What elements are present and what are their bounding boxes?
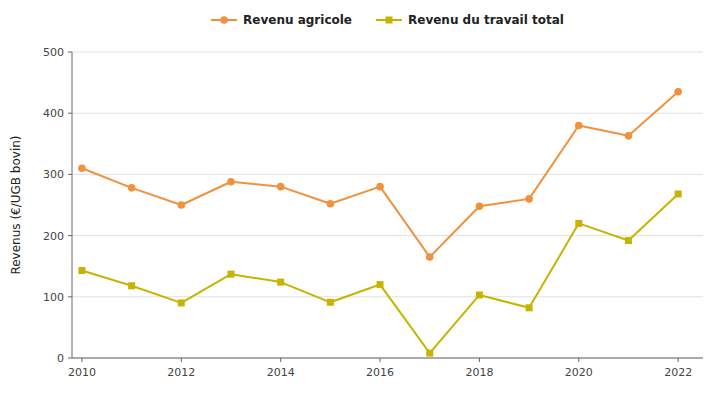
- line: [82, 194, 678, 353]
- tick-label: 2020: [565, 366, 593, 379]
- legend-marker: [386, 17, 393, 24]
- tick-label: 100: [43, 291, 64, 304]
- tick-mark: [479, 358, 480, 362]
- point: [277, 279, 284, 286]
- tick-mark: [280, 358, 281, 362]
- tick-label: 2016: [366, 366, 394, 379]
- axis-label: Revenus (€/UGB bovin): [9, 135, 23, 274]
- point: [78, 267, 85, 274]
- series: [78, 190, 681, 356]
- series: [78, 88, 682, 261]
- chart: 0 100 200 300 400 500 2010 2012 2014 2016 2018 2020…: [0, 0, 725, 400]
- plot-area: [78, 88, 682, 357]
- tick-label: 2012: [167, 366, 195, 379]
- point: [377, 281, 384, 288]
- tick-label: 2022: [664, 366, 692, 379]
- point: [376, 183, 384, 191]
- point: [476, 291, 483, 298]
- point: [178, 299, 185, 306]
- grid-line: [72, 358, 703, 359]
- point: [277, 183, 285, 191]
- point: [426, 350, 433, 357]
- tick-label: 0: [57, 352, 64, 365]
- point: [625, 237, 632, 244]
- tick-mark: [68, 52, 72, 53]
- tick-label: 2014: [267, 366, 295, 379]
- point: [625, 132, 633, 140]
- point: [575, 220, 582, 227]
- tick-mark: [81, 358, 82, 362]
- legend-item: Revenu agricole: [211, 13, 352, 27]
- x-axis-line: [72, 358, 703, 359]
- point: [327, 200, 335, 208]
- tick-label: 500: [43, 46, 64, 59]
- legend-label: Revenu agricole: [243, 13, 352, 27]
- point: [78, 164, 86, 172]
- point: [128, 282, 135, 289]
- tick-mark: [678, 358, 679, 362]
- legend-item: Revenu du travail total: [376, 13, 564, 27]
- tick-label: 400: [43, 107, 64, 120]
- point: [178, 201, 186, 209]
- grid-line: [72, 235, 703, 236]
- legend-label: Revenu du travail total: [408, 13, 564, 27]
- tick-mark: [68, 174, 72, 175]
- grid-line: [72, 52, 703, 53]
- legend-marker: [220, 16, 228, 24]
- point: [227, 178, 235, 186]
- grid: [72, 52, 703, 358]
- y-axis-line: [72, 52, 73, 358]
- point: [327, 299, 334, 306]
- tick-label: 2010: [68, 366, 96, 379]
- tick-label: 300: [43, 168, 64, 181]
- point: [227, 271, 234, 278]
- legend: Revenu agricole Revenu du travail total: [211, 13, 564, 27]
- tick-mark: [68, 235, 72, 236]
- point: [128, 184, 136, 192]
- tick-mark: [578, 358, 579, 362]
- tick-label: 200: [43, 230, 64, 243]
- point: [674, 88, 682, 96]
- point: [426, 253, 434, 261]
- point: [526, 304, 533, 311]
- point: [525, 195, 533, 203]
- tick-mark: [181, 358, 182, 362]
- tick-label: 2018: [465, 366, 493, 379]
- tick-mark: [68, 113, 72, 114]
- point: [476, 202, 484, 210]
- line: [82, 92, 678, 257]
- axes: 0 100 200 300 400 500 2010 2012 2014 2016 2018 2020…: [43, 46, 703, 379]
- point: [575, 122, 583, 130]
- tick-mark: [68, 296, 72, 297]
- tick-mark: [380, 358, 381, 362]
- grid-line: [72, 174, 703, 175]
- tick-mark: [68, 358, 72, 359]
- point: [675, 190, 682, 197]
- grid-line: [72, 113, 703, 114]
